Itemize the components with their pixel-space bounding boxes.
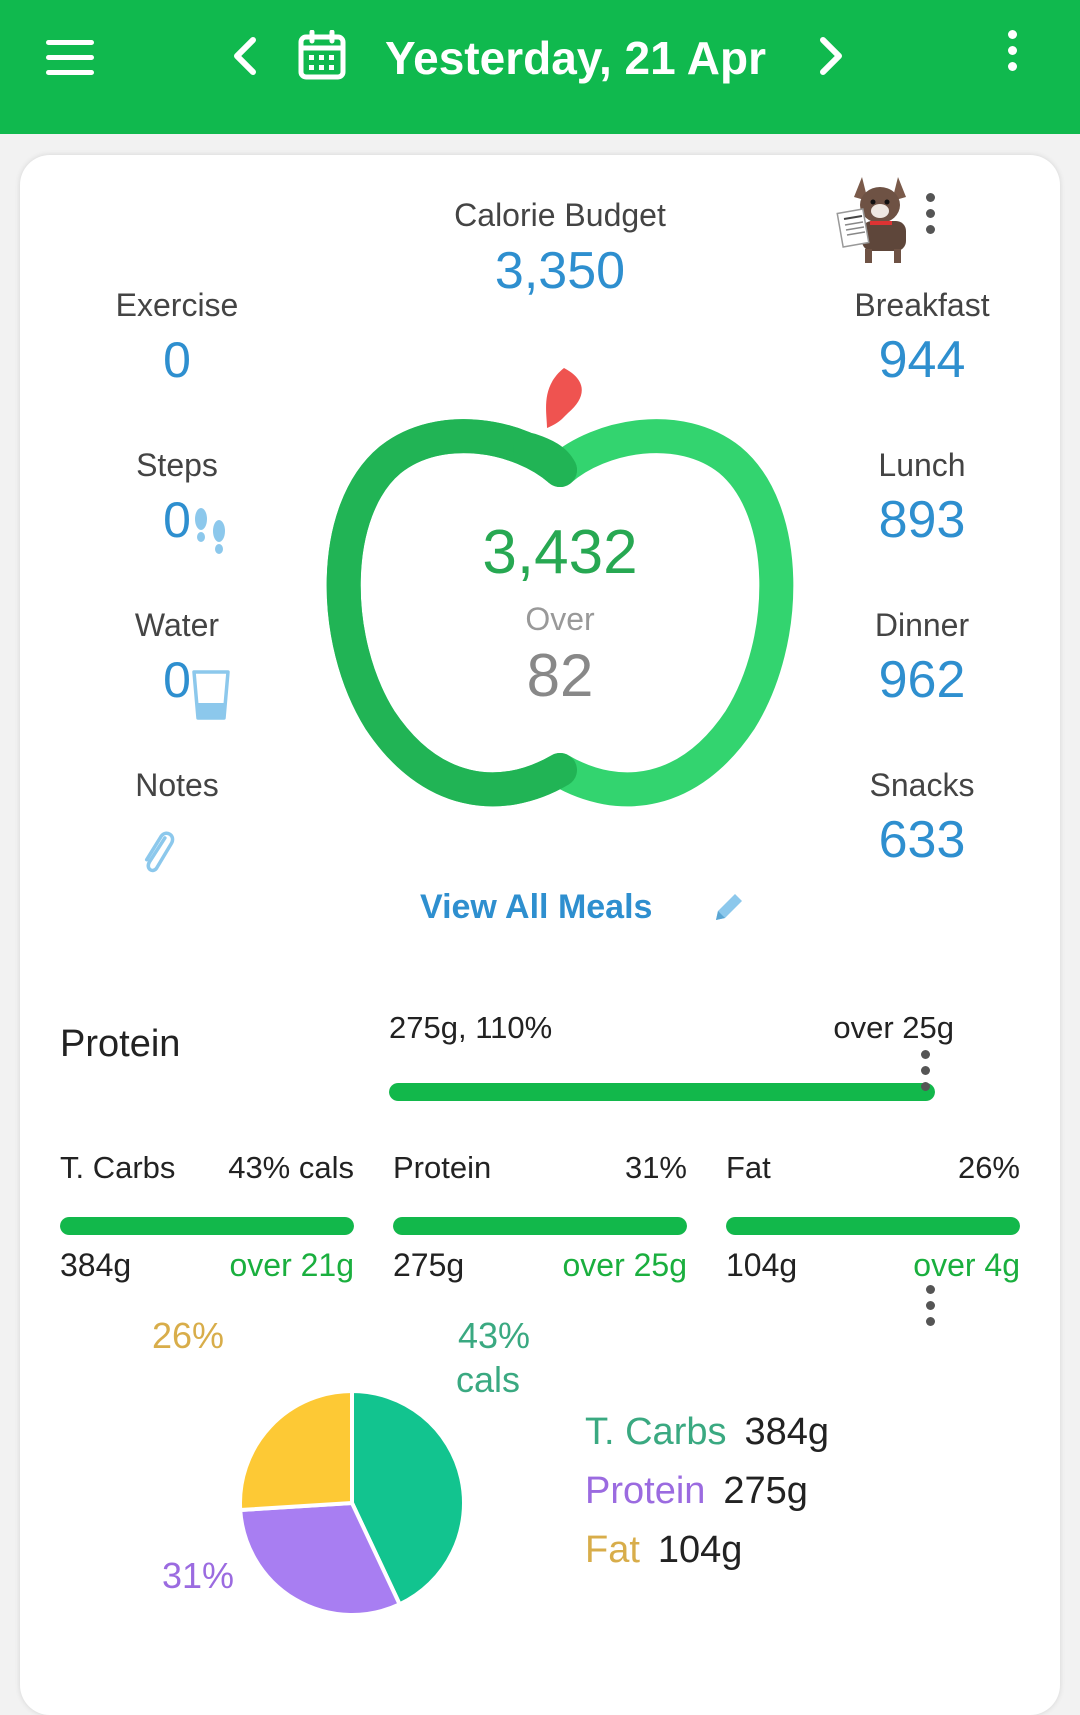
water-value: 0	[163, 652, 191, 708]
pie-label-fat: 26%	[152, 1315, 225, 1356]
macro-protein[interactable]: Protein 31% 275g over 25g	[393, 1150, 687, 1291]
water-label: Water	[134, 607, 220, 643]
focus-macro-progress-bar	[389, 1083, 935, 1101]
macro-fat-pct: 26%	[957, 1150, 1020, 1185]
legend-carbs-grams: 384g	[744, 1411, 830, 1453]
steps-label: Steps	[136, 447, 218, 483]
macro-protein-over: over 25g	[562, 1247, 687, 1283]
view-all-meals-link[interactable]: View All Meals	[420, 888, 653, 926]
steps-stat[interactable]: Steps 0	[67, 445, 287, 555]
focus-macro-amount: 275g, 110%	[389, 1010, 553, 1045]
pencil-edit-icon[interactable]	[710, 888, 748, 926]
breakfast-stat[interactable]: Breakfast 944	[812, 285, 1032, 395]
date-title[interactable]: Yesterday, 21 Apr	[385, 32, 766, 84]
snacks-label: Snacks	[869, 767, 975, 803]
breakfast-value: 944	[878, 331, 966, 389]
lunch-label: Lunch	[878, 447, 966, 483]
macro-carbs-footer: 384g over 21g	[60, 1247, 354, 1291]
legend-item-protein: Protein 275g	[585, 1462, 829, 1521]
macro-pie-chart[interactable]	[232, 1383, 472, 1623]
paperclip-icon[interactable]	[137, 823, 177, 879]
macro-fat-bar	[726, 1217, 1020, 1235]
dinner-label: Dinner	[874, 607, 970, 643]
macro-carbs-pct: 43% cals	[228, 1150, 354, 1185]
legend-carbs-name: T. Carbs	[585, 1411, 727, 1453]
apple-center: 3,432 Over 82	[410, 515, 710, 711]
snacks-value: 633	[878, 811, 966, 869]
notes-label: Notes	[135, 767, 219, 803]
macro-fat-name: Fat	[726, 1150, 771, 1185]
chevron-right-icon[interactable]	[808, 34, 852, 78]
pie-slice-carbs[interactable]	[350, 1388, 466, 1608]
pie-label-carbs-unit: cals	[456, 1359, 521, 1400]
more-vert-icon[interactable]	[1000, 30, 1024, 80]
macro-protein-fill	[393, 1217, 687, 1235]
legend-item-fat: Fat 104g	[585, 1521, 829, 1580]
breakfast-label: Breakfast	[854, 287, 990, 323]
exercise-value: 0	[163, 332, 191, 388]
lunch-stat[interactable]: Lunch 893	[812, 445, 1032, 555]
macro-protein-header: Protein 31%	[393, 1150, 687, 1194]
app-bar: Yesterday, 21 Apr	[0, 0, 1080, 134]
summary-more-icon[interactable]	[918, 193, 942, 243]
macro-protein-footer: 275g over 25g	[393, 1247, 687, 1291]
macro-protein-pct: 31%	[624, 1150, 687, 1185]
macro-fat-fill	[726, 1217, 1020, 1235]
macro-fat-over: over 4g	[913, 1247, 1020, 1283]
macro-protein-name: Protein	[393, 1150, 492, 1185]
calories-eaten: 3,432	[482, 518, 638, 587]
water-stat[interactable]: Water 0	[67, 605, 287, 715]
macro-fat-footer: 104g over 4g	[726, 1247, 1020, 1291]
macro-carbs-over: over 21g	[229, 1247, 354, 1283]
calorie-budget-label: Calorie Budget	[454, 197, 666, 233]
legend-fat-grams: 104g	[657, 1529, 743, 1571]
focus-macro-progress-fill	[389, 1083, 935, 1101]
macro-carbs-bar	[60, 1217, 354, 1235]
macro-protein-grams: 275g	[393, 1247, 465, 1283]
lunch-value: 893	[878, 491, 966, 549]
legend-fat-name: Fat	[585, 1529, 640, 1571]
dinner-stat[interactable]: Dinner 962	[812, 605, 1032, 715]
exercise-label: Exercise	[115, 287, 239, 323]
legend-protein-name: Protein	[585, 1470, 706, 1512]
macro-carbs-name: T. Carbs	[60, 1150, 176, 1185]
calorie-budget[interactable]: Calorie Budget 3,350	[410, 195, 710, 307]
snacks-stat[interactable]: Snacks 633	[812, 765, 1032, 875]
pie-slice-protein[interactable]	[238, 1500, 403, 1617]
macro-fat-grams: 104g	[726, 1247, 798, 1283]
apple-calorie-gauge[interactable]	[320, 350, 800, 850]
steps-value: 0	[163, 492, 191, 548]
macro-carbs-fill	[60, 1217, 354, 1235]
over-label: Over	[525, 601, 595, 637]
menu-icon[interactable]	[46, 40, 94, 75]
focus-macro-over: over 25g	[833, 1010, 954, 1045]
dinner-value: 962	[878, 651, 966, 709]
macro-carbs-header: T. Carbs 43% cals	[60, 1150, 354, 1194]
macro-fat[interactable]: Fat 26% 104g over 4g	[726, 1150, 1020, 1291]
water-glass-icon	[192, 670, 230, 720]
calorie-budget-value: 3,350	[494, 242, 626, 300]
summary-card: Calorie Budget 3,350 Exercise 0 Steps 0 …	[20, 155, 1060, 1715]
chevron-left-icon[interactable]	[224, 34, 268, 78]
macro-carbs[interactable]: T. Carbs 43% cals 384g over 21g	[60, 1150, 354, 1291]
pie-label-carbs: 43%	[458, 1315, 531, 1356]
footsteps-icon	[195, 508, 225, 554]
focus-macro-name[interactable]: Protein	[60, 1023, 181, 1065]
pie-legend: T. Carbs 384g Protein 275g Fat 104g	[585, 1403, 829, 1580]
pie-slice-fat[interactable]	[238, 1388, 354, 1513]
macro-protein-bar	[393, 1217, 687, 1235]
exercise-stat[interactable]: Exercise 0	[67, 285, 287, 395]
calendar-icon[interactable]	[298, 30, 346, 80]
legend-protein-grams: 275g	[723, 1470, 808, 1512]
pie-label-protein: 31%	[162, 1555, 235, 1596]
notes-stat[interactable]: Notes	[67, 765, 287, 805]
macro-carbs-grams: 384g	[60, 1247, 132, 1283]
over-value: 82	[526, 642, 594, 709]
macro-more-icon[interactable]	[913, 1050, 937, 1100]
macro-fat-header: Fat 26%	[726, 1150, 1020, 1194]
dog-mascot-icon	[836, 177, 906, 263]
pie-more-icon[interactable]	[918, 1285, 942, 1335]
legend-item-carbs: T. Carbs 384g	[585, 1403, 829, 1462]
